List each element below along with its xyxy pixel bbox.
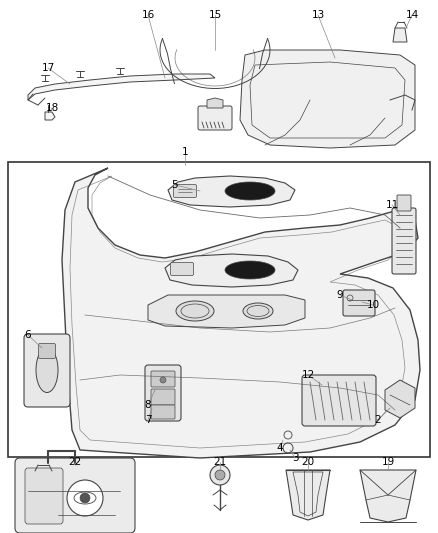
Polygon shape	[207, 98, 223, 108]
FancyBboxPatch shape	[151, 389, 175, 405]
Polygon shape	[28, 74, 215, 100]
FancyBboxPatch shape	[343, 290, 375, 316]
Text: 18: 18	[46, 103, 59, 113]
Circle shape	[67, 480, 103, 516]
FancyBboxPatch shape	[24, 334, 70, 407]
Text: 16: 16	[141, 10, 155, 20]
Text: 20: 20	[301, 457, 314, 467]
Text: 12: 12	[301, 370, 314, 380]
Polygon shape	[168, 176, 295, 207]
Ellipse shape	[36, 348, 58, 392]
Text: 11: 11	[385, 200, 399, 210]
FancyBboxPatch shape	[15, 458, 135, 533]
Text: 19: 19	[381, 457, 395, 467]
Bar	[8, 162, 430, 457]
FancyBboxPatch shape	[173, 184, 197, 198]
Text: 6: 6	[25, 330, 31, 340]
Text: 14: 14	[406, 10, 419, 20]
Ellipse shape	[225, 261, 275, 279]
Text: 2: 2	[374, 415, 381, 425]
FancyBboxPatch shape	[39, 343, 56, 359]
Text: 22: 22	[68, 457, 81, 467]
Ellipse shape	[243, 303, 273, 319]
Text: 17: 17	[41, 63, 55, 73]
Text: 5: 5	[172, 180, 178, 190]
Text: 10: 10	[367, 300, 380, 310]
Ellipse shape	[176, 301, 214, 321]
Text: 9: 9	[337, 290, 343, 300]
Text: 4: 4	[277, 443, 283, 453]
FancyBboxPatch shape	[198, 106, 232, 130]
Text: 21: 21	[213, 457, 226, 467]
Circle shape	[80, 493, 90, 503]
Polygon shape	[62, 168, 420, 458]
Text: 7: 7	[145, 415, 151, 425]
Polygon shape	[385, 380, 415, 418]
Text: 1: 1	[182, 147, 188, 157]
Text: 13: 13	[311, 10, 325, 20]
Text: 15: 15	[208, 10, 222, 20]
Circle shape	[160, 377, 166, 383]
FancyBboxPatch shape	[397, 195, 411, 211]
Polygon shape	[148, 295, 305, 328]
Ellipse shape	[225, 182, 275, 200]
Circle shape	[215, 470, 225, 480]
Polygon shape	[165, 254, 298, 287]
Text: 3: 3	[292, 453, 298, 463]
Polygon shape	[286, 470, 330, 520]
FancyBboxPatch shape	[151, 371, 175, 387]
FancyBboxPatch shape	[302, 375, 376, 426]
FancyBboxPatch shape	[151, 405, 175, 419]
Polygon shape	[45, 112, 55, 120]
FancyBboxPatch shape	[25, 468, 63, 524]
Circle shape	[210, 465, 230, 485]
FancyBboxPatch shape	[145, 365, 181, 421]
Polygon shape	[360, 470, 416, 522]
FancyBboxPatch shape	[170, 262, 194, 276]
Text: 8: 8	[145, 400, 151, 410]
Polygon shape	[240, 50, 415, 148]
Polygon shape	[393, 28, 407, 42]
FancyBboxPatch shape	[392, 208, 416, 274]
